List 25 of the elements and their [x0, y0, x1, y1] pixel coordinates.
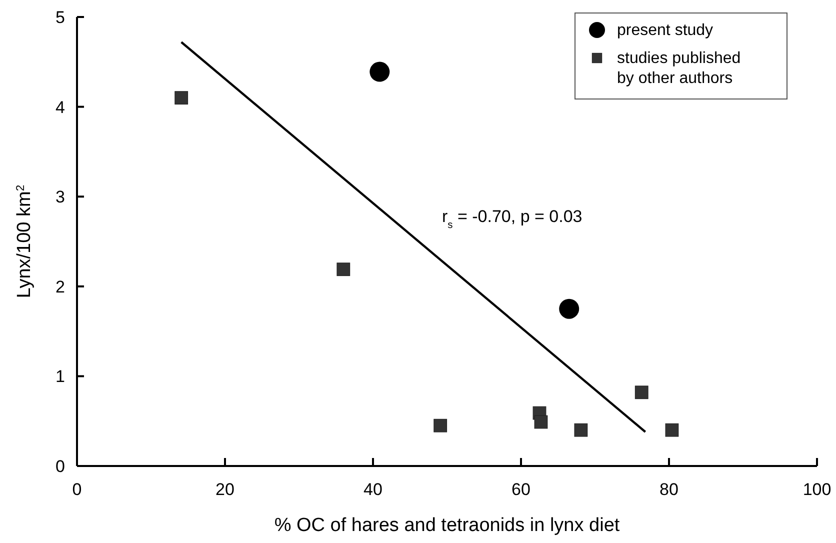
- x-tick-label: 20: [216, 480, 234, 499]
- point: [634, 386, 648, 400]
- y-tick-label: 3: [56, 188, 65, 207]
- x-axis-title: % OC of hares and tetraonids in lynx diet: [274, 515, 620, 536]
- legend-label: present study: [617, 22, 714, 39]
- y-tick-label: 2: [56, 277, 65, 296]
- point: [434, 418, 448, 432]
- point: [559, 298, 580, 319]
- point: [174, 91, 188, 105]
- point: [574, 423, 588, 437]
- point: [370, 62, 390, 82]
- x-tick-label: 60: [512, 480, 530, 499]
- legend-label: studies published by other authors: [617, 50, 741, 87]
- y-tick-label: 5: [56, 8, 65, 27]
- y-tick-label: 0: [56, 456, 65, 476]
- y-tick-label: 4: [56, 98, 65, 117]
- x-tick-label: 40: [364, 480, 382, 499]
- point: [665, 423, 679, 437]
- point: [336, 262, 350, 276]
- x-tick-label: 100: [802, 480, 832, 499]
- y-tick-label: 1: [56, 367, 65, 386]
- x-tick-label: 0: [72, 480, 82, 499]
- point: [534, 415, 548, 429]
- x-tick-label: 80: [660, 480, 678, 499]
- annotation: r$_{s}$ = -0.70, p = 0.03: [442, 207, 582, 230]
